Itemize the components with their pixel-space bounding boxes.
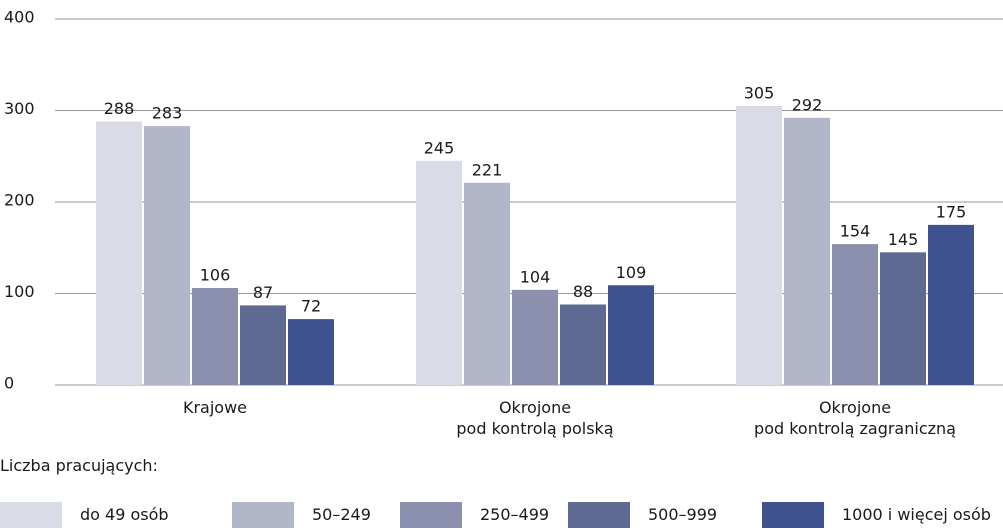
bar [928, 224, 974, 385]
value-label: 145 [888, 230, 919, 249]
y-tick-label: 0 [4, 374, 14, 393]
legend-label: 500–999 [648, 505, 718, 524]
legend-label: do 49 osób [80, 505, 169, 524]
bar [784, 117, 830, 385]
legend-label: 1000 i więcej osób [842, 505, 991, 524]
x-tick-label: Okrojone pod kontrolą polską [456, 398, 614, 438]
value-label: 87 [253, 283, 273, 302]
x-tick-label: Krajowe [182, 398, 248, 417]
value-label: 154 [840, 222, 871, 241]
bar [288, 319, 334, 385]
legend-swatch [400, 502, 462, 528]
legend-label: 50–249 [312, 505, 371, 524]
bar [96, 121, 142, 385]
value-label: 221 [472, 160, 503, 179]
value-label: 109 [616, 263, 647, 282]
y-tick-label: 400 [4, 8, 35, 27]
value-label: 305 [744, 83, 775, 102]
legend-swatch [762, 502, 824, 528]
bar [144, 126, 190, 386]
bar [240, 305, 286, 385]
bar [560, 304, 606, 385]
legend-swatch [0, 502, 62, 528]
legend-swatch [232, 502, 294, 528]
value-label: 104 [520, 267, 551, 286]
value-label: 88 [573, 282, 593, 301]
value-label: 283 [152, 104, 183, 123]
legend-swatch [568, 502, 630, 528]
value-label: 72 [301, 297, 321, 316]
bar [192, 288, 238, 385]
bar [880, 252, 926, 385]
bar [608, 285, 654, 385]
bar [512, 289, 558, 385]
value-label: 245 [424, 138, 455, 157]
bar [736, 105, 782, 386]
bar [464, 182, 510, 385]
bar [832, 244, 878, 385]
value-label: 175 [936, 202, 967, 221]
x-tick-label: Okrojone pod kontrolą zagraniczną [754, 398, 956, 438]
legend-label: 250–499 [480, 505, 550, 524]
bar [416, 160, 462, 385]
value-label: 106 [200, 266, 231, 285]
y-tick-label: 300 [4, 99, 35, 118]
value-label: 288 [104, 99, 135, 118]
legend-title: Liczba pracujących: [0, 456, 158, 475]
value-label: 292 [792, 95, 823, 114]
y-tick-label: 200 [4, 191, 35, 210]
plot: 0 100 200 300 400 288 283 106 87 72 245 221 104 88 109… [4, 8, 1003, 393]
y-tick-label: 100 [4, 282, 35, 301]
